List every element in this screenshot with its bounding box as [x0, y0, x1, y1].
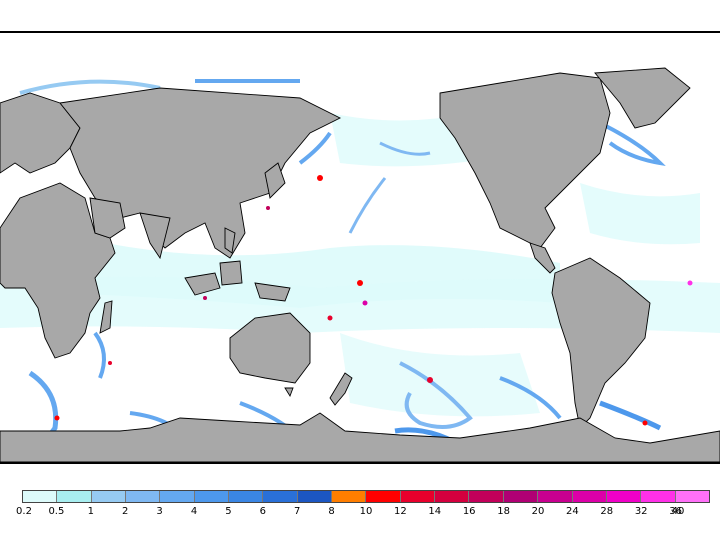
central-america — [529, 242, 556, 274]
madagascar — [99, 300, 113, 334]
borneo — [219, 260, 243, 286]
colorbar-tick-label: 14 — [428, 506, 442, 517]
colorbar-tick-label: 10 — [359, 506, 373, 517]
colorbar-swatch — [435, 491, 470, 502]
africa — [0, 182, 116, 359]
philippines — [224, 227, 236, 254]
colorbar-ticks: 0.2 0.5 1 2 3 4 5 6 7 8 10 12 14 16 18 20 24 28 32 36 40 — [16, 506, 710, 520]
colorbar-swatch — [606, 491, 642, 502]
colorbar-tick-label: 32 — [634, 506, 648, 517]
antarctica — [0, 412, 720, 462]
colorbar-swatch — [641, 491, 676, 502]
colorbar-tick-label: 40 — [671, 506, 685, 517]
world-map — [0, 67, 720, 462]
colorbar-swatch — [538, 491, 573, 502]
colorbar-swatch — [160, 491, 195, 502]
europe — [0, 92, 81, 174]
colorbar-tick-label: 0.5 — [48, 506, 65, 517]
colorbar-swatch — [57, 491, 92, 502]
north-america — [439, 72, 611, 249]
colorbar-tick-label: 2 — [122, 506, 129, 517]
colorbar-tick-label: 28 — [600, 506, 614, 517]
japan — [264, 162, 286, 199]
colorbar-swatch — [229, 491, 264, 502]
colorbar-swatch — [572, 491, 607, 502]
colorbar-swatch — [400, 491, 436, 502]
arabia — [89, 197, 126, 239]
colorbar-tick-label: 1 — [87, 506, 94, 517]
colorbar-tick-label: 12 — [394, 506, 407, 517]
colorbar-tick-label: 7 — [294, 506, 301, 517]
greenland — [594, 67, 691, 129]
colorbar-swatch — [469, 491, 504, 502]
colorbar-tick-label: 18 — [497, 506, 510, 517]
colorbar-swatch — [366, 491, 401, 502]
colorbar-tick-label: 8 — [328, 506, 335, 517]
colorbar-swatch — [263, 491, 298, 502]
colorbar-swatch — [503, 491, 539, 502]
colorbar-tick-label: 16 — [462, 506, 476, 517]
precipitation-colorbar — [22, 490, 710, 503]
colorbar-swatch — [91, 491, 127, 502]
colorbar-swatch — [297, 491, 333, 502]
south-america — [551, 257, 651, 429]
colorbar-tick-label: 5 — [225, 506, 232, 517]
colorbar-swatch — [23, 491, 58, 502]
colorbar-tick-label: 0.2 — [16, 506, 32, 517]
colorbar-tick-label: 20 — [531, 506, 545, 517]
colorbar-tick-label: 3 — [156, 506, 163, 517]
colorbar-tick-label: 24 — [566, 506, 579, 517]
india — [139, 212, 171, 260]
indonesia — [184, 272, 221, 296]
land-layer — [0, 67, 720, 462]
colorbar-swatch — [332, 491, 367, 502]
new-guinea — [254, 282, 291, 302]
colorbar-swatch — [675, 491, 709, 502]
colorbar-swatch — [194, 491, 230, 502]
tasmania — [284, 387, 294, 398]
asia — [59, 87, 342, 259]
australia — [229, 312, 311, 384]
new-zealand — [329, 372, 353, 406]
colorbar-tick-label: 4 — [190, 506, 198, 517]
precipitation-map — [0, 31, 720, 464]
colorbar-tick-label: 6 — [259, 506, 266, 517]
colorbar-tick-label: 36 — [669, 506, 682, 517]
colorbar-swatch — [126, 491, 161, 502]
